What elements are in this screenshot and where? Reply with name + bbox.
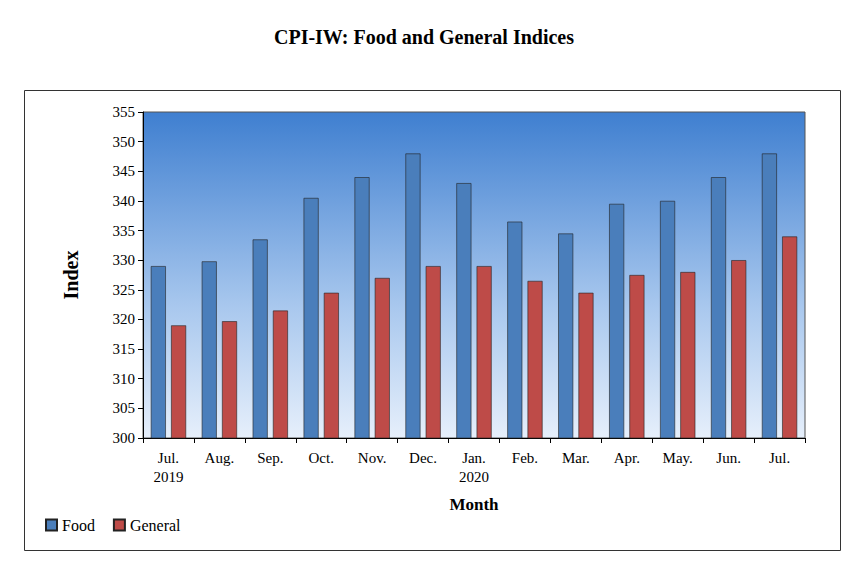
- svg-text:Sep.: Sep.: [257, 450, 283, 466]
- svg-text:335: 335: [113, 223, 136, 239]
- svg-text:Dec.: Dec.: [409, 450, 437, 466]
- svg-text:CPI-IW: Food and General Indic: CPI-IW: Food and General Indices: [274, 26, 574, 48]
- svg-text:310: 310: [113, 371, 136, 387]
- svg-text:Index: Index: [60, 251, 82, 300]
- svg-text:350: 350: [113, 134, 136, 150]
- svg-text:Month: Month: [449, 495, 499, 514]
- svg-text:Jun.: Jun.: [716, 450, 741, 466]
- svg-text:330: 330: [113, 252, 136, 268]
- svg-text:Jul.: Jul.: [769, 450, 790, 466]
- svg-text:325: 325: [113, 282, 136, 298]
- svg-text:305: 305: [113, 400, 136, 416]
- svg-text:Nov.: Nov.: [358, 450, 387, 466]
- svg-text:300: 300: [113, 430, 136, 446]
- svg-text:320: 320: [113, 311, 136, 327]
- svg-text:Mar.: Mar.: [562, 450, 590, 466]
- svg-text:Apr.: Apr.: [614, 450, 640, 466]
- svg-text:Aug.: Aug.: [205, 450, 235, 466]
- svg-text:345: 345: [113, 163, 136, 179]
- svg-text:Jan.: Jan.: [462, 450, 486, 466]
- svg-text:Food: Food: [62, 517, 95, 534]
- svg-text:May.: May.: [663, 450, 693, 466]
- svg-text:General: General: [130, 517, 181, 534]
- svg-text:2019: 2019: [153, 469, 183, 485]
- svg-text:340: 340: [113, 193, 136, 209]
- svg-text:355: 355: [113, 104, 136, 120]
- svg-text:Jul.: Jul.: [158, 450, 179, 466]
- svg-text:2020: 2020: [459, 469, 489, 485]
- svg-text:Feb.: Feb.: [512, 450, 538, 466]
- svg-text:315: 315: [113, 341, 136, 357]
- svg-text:Oct.: Oct.: [309, 450, 334, 466]
